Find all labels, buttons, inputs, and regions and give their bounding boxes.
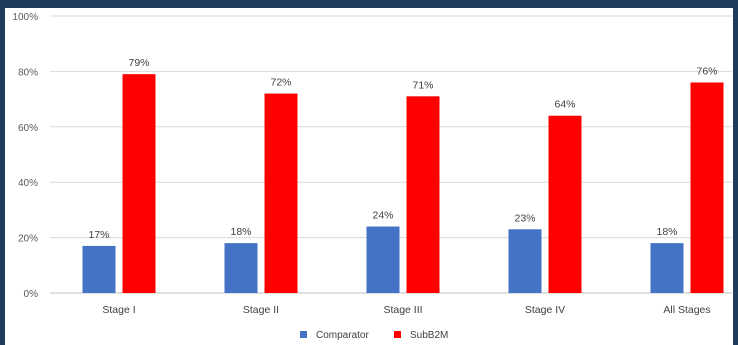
- data-label: 17%: [88, 229, 109, 241]
- data-label: 71%: [412, 79, 433, 91]
- bar-subb2m: [122, 74, 156, 293]
- y-tick-label: 80%: [18, 67, 38, 78]
- bar-comparator: [650, 243, 684, 293]
- data-label: 23%: [514, 212, 535, 224]
- y-tick-label: 60%: [18, 123, 38, 134]
- y-tick-label: 20%: [18, 234, 38, 245]
- data-label: 18%: [656, 226, 677, 238]
- legend-label: Comparator: [316, 330, 369, 341]
- bar-subb2m: [406, 96, 440, 293]
- y-tick-label: 0%: [24, 289, 39, 300]
- category-label: Stage III: [383, 304, 422, 316]
- data-label: 79%: [128, 57, 149, 69]
- category-label: All Stages: [663, 304, 710, 316]
- bar-comparator: [82, 245, 116, 293]
- legend-swatch: [300, 331, 307, 338]
- legend-label: SubB2M: [410, 330, 448, 341]
- y-tick-label: 40%: [18, 178, 38, 189]
- bar-comparator: [224, 243, 258, 293]
- bar-subb2m: [548, 115, 582, 293]
- category-label: Stage IV: [525, 304, 565, 316]
- bar-comparator: [508, 229, 542, 293]
- data-label: 64%: [554, 99, 575, 111]
- data-label: 76%: [696, 65, 717, 77]
- data-label: 24%: [372, 210, 393, 222]
- category-label: Stage I: [102, 304, 135, 316]
- data-label: 72%: [270, 77, 291, 89]
- category-label: Stage II: [243, 304, 279, 316]
- y-tick-label: 100%: [12, 12, 38, 23]
- bar-subb2m: [690, 82, 724, 293]
- legend-swatch: [394, 331, 401, 338]
- bar-comparator: [366, 226, 400, 293]
- bar-subb2m: [264, 93, 298, 293]
- data-label: 18%: [230, 226, 251, 238]
